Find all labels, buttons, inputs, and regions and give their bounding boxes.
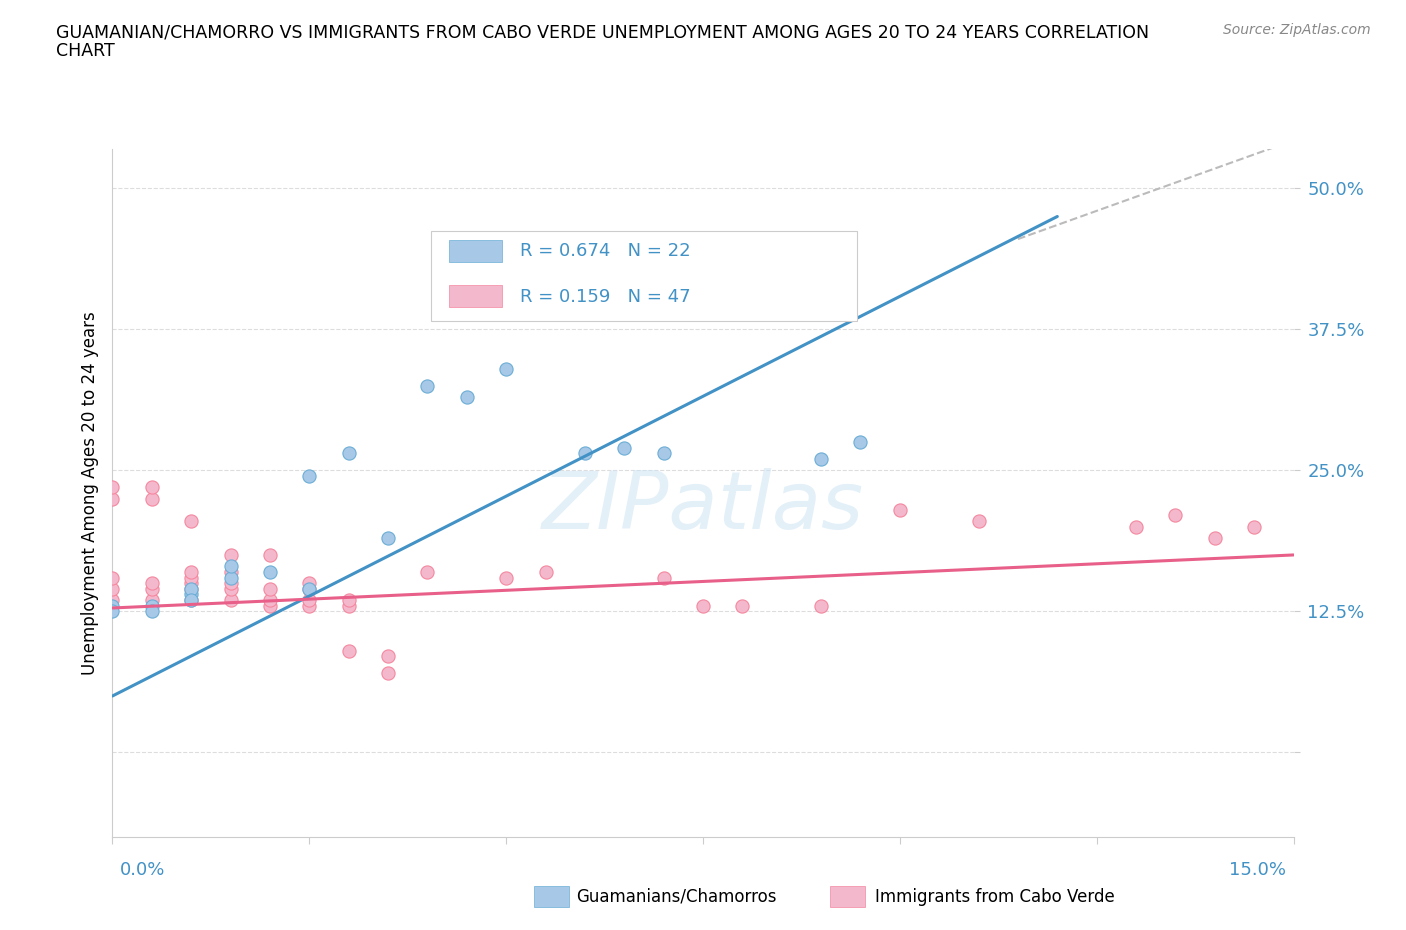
Point (180, 581, 202, 596)
Point (180, 565, 202, 579)
Point (259, 565, 281, 579)
Point (101, 491, 124, 506)
Point (967, 513, 990, 528)
Text: ZIPatlas: ZIPatlas (541, 468, 865, 546)
Point (259, 592, 281, 607)
Point (101, 581, 124, 596)
Point (1204, 531, 1226, 546)
Point (180, 592, 202, 607)
Text: 0.0%: 0.0% (120, 860, 165, 879)
Text: R = 0.159   N = 47: R = 0.159 N = 47 (520, 287, 690, 306)
Point (574, 446, 596, 461)
Point (219, 565, 242, 579)
Point (337, 592, 360, 607)
Point (219, 570, 242, 585)
FancyBboxPatch shape (449, 286, 502, 307)
Point (298, 592, 321, 607)
Point (416, 565, 439, 579)
Point (377, 649, 399, 664)
Point (298, 581, 321, 596)
Point (180, 587, 202, 602)
Point (652, 446, 675, 461)
Text: Immigrants from Cabo Verde: Immigrants from Cabo Verde (875, 887, 1115, 906)
Point (1243, 519, 1265, 534)
Point (259, 598, 281, 613)
Point (849, 434, 872, 449)
Point (337, 446, 360, 461)
Point (456, 390, 478, 405)
Y-axis label: Unemployment Among Ages 20 to 24 years: Unemployment Among Ages 20 to 24 years (80, 311, 98, 675)
Point (101, 604, 124, 618)
Point (377, 531, 399, 546)
Point (1125, 519, 1147, 534)
Point (219, 559, 242, 574)
Point (141, 576, 163, 591)
Point (219, 576, 242, 591)
Point (810, 452, 832, 467)
Point (259, 581, 281, 596)
Point (141, 581, 163, 596)
Point (495, 570, 517, 585)
Point (534, 565, 557, 579)
Point (298, 581, 321, 596)
Point (1164, 508, 1187, 523)
Text: GUAMANIAN/CHAMORRO VS IMMIGRANTS FROM CABO VERDE UNEMPLOYMENT AMONG AGES 20 TO 2: GUAMANIAN/CHAMORRO VS IMMIGRANTS FROM CA… (56, 23, 1149, 41)
Point (180, 576, 202, 591)
Point (141, 480, 163, 495)
Point (731, 598, 754, 613)
Point (101, 592, 124, 607)
Point (495, 362, 517, 377)
Point (259, 548, 281, 563)
Point (337, 644, 360, 658)
Point (219, 548, 242, 563)
Point (613, 440, 636, 455)
Text: Source: ZipAtlas.com: Source: ZipAtlas.com (1223, 23, 1371, 37)
Point (298, 598, 321, 613)
Point (810, 598, 832, 613)
Point (180, 592, 202, 607)
Point (298, 469, 321, 484)
Point (101, 598, 124, 613)
Point (141, 598, 163, 613)
Point (141, 604, 163, 618)
Text: R = 0.674   N = 22: R = 0.674 N = 22 (520, 243, 690, 260)
FancyBboxPatch shape (449, 240, 502, 262)
Text: CHART: CHART (56, 42, 115, 60)
Point (141, 491, 163, 506)
Point (141, 592, 163, 607)
Point (889, 502, 911, 517)
Point (219, 581, 242, 596)
Point (180, 570, 202, 585)
Point (692, 598, 714, 613)
Point (377, 666, 399, 681)
Point (101, 480, 124, 495)
Point (101, 570, 124, 585)
Point (180, 581, 202, 596)
Text: 15.0%: 15.0% (1229, 860, 1286, 879)
Point (298, 576, 321, 591)
Point (219, 592, 242, 607)
Point (652, 570, 675, 585)
Point (180, 513, 202, 528)
Point (337, 598, 360, 613)
FancyBboxPatch shape (432, 232, 856, 321)
Text: Guamanians/Chamorros: Guamanians/Chamorros (576, 887, 778, 906)
Point (416, 379, 439, 393)
